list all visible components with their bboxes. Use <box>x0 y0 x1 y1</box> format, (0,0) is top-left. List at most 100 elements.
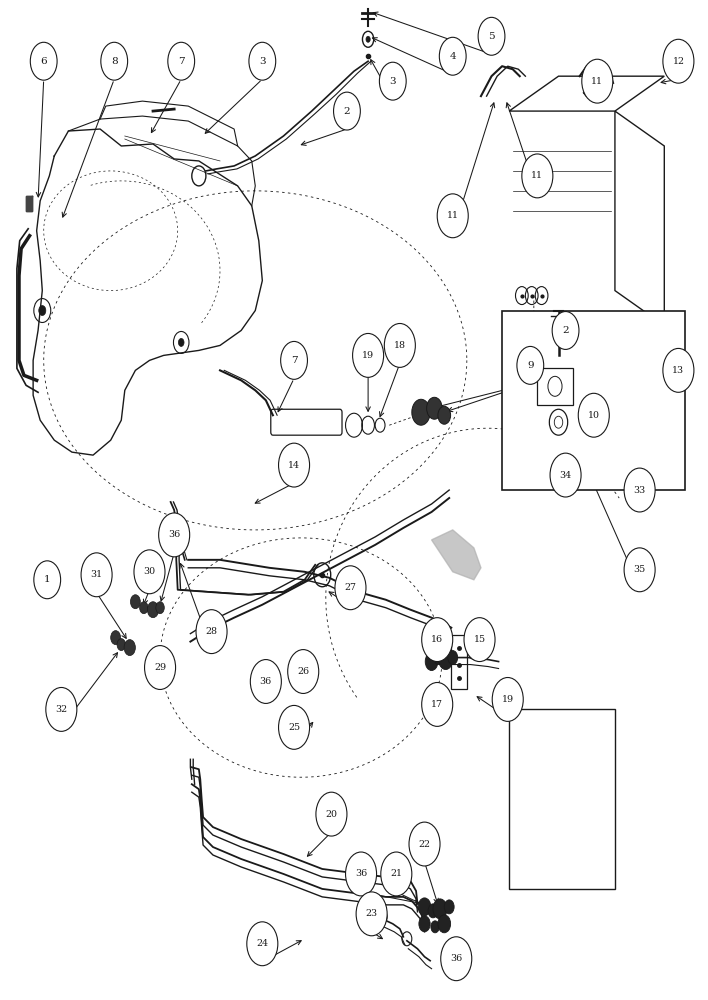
Text: 31: 31 <box>91 570 103 579</box>
Text: 36: 36 <box>168 530 181 539</box>
Circle shape <box>439 650 452 670</box>
Circle shape <box>427 397 442 419</box>
Circle shape <box>356 892 387 936</box>
Circle shape <box>168 42 195 80</box>
Circle shape <box>159 513 190 557</box>
Text: 22: 22 <box>418 840 430 849</box>
Polygon shape <box>432 530 481 580</box>
Circle shape <box>81 553 112 597</box>
Circle shape <box>440 37 466 75</box>
Circle shape <box>379 62 406 100</box>
Polygon shape <box>26 196 33 211</box>
Text: 7: 7 <box>178 57 185 66</box>
Text: 24: 24 <box>256 939 268 948</box>
Circle shape <box>431 921 440 933</box>
Text: 8: 8 <box>111 57 118 66</box>
Text: 2: 2 <box>343 107 350 116</box>
Text: 4: 4 <box>450 52 456 61</box>
Text: 11: 11 <box>447 211 459 220</box>
Circle shape <box>550 453 581 497</box>
Text: 27: 27 <box>345 583 356 592</box>
Text: 6: 6 <box>40 57 47 66</box>
Circle shape <box>34 561 61 599</box>
Text: 14: 14 <box>288 461 300 470</box>
Circle shape <box>251 660 281 703</box>
Circle shape <box>478 17 505 55</box>
Circle shape <box>39 306 46 316</box>
Text: 18: 18 <box>394 341 406 350</box>
Circle shape <box>552 312 579 349</box>
Circle shape <box>409 822 440 866</box>
Circle shape <box>444 900 454 914</box>
Circle shape <box>110 631 120 645</box>
Circle shape <box>346 852 377 896</box>
Circle shape <box>178 338 184 346</box>
Circle shape <box>139 602 148 614</box>
Text: 3: 3 <box>259 57 266 66</box>
Text: 26: 26 <box>297 667 309 676</box>
Circle shape <box>422 618 452 662</box>
Text: 13: 13 <box>673 366 685 375</box>
Circle shape <box>522 154 553 198</box>
Circle shape <box>147 602 159 618</box>
Text: 10: 10 <box>588 411 600 420</box>
Circle shape <box>134 550 165 594</box>
Text: 33: 33 <box>634 486 646 495</box>
Circle shape <box>624 548 655 592</box>
Text: 19: 19 <box>502 695 514 704</box>
Circle shape <box>130 595 140 609</box>
Text: 30: 30 <box>144 567 156 576</box>
Circle shape <box>426 653 438 671</box>
Circle shape <box>418 898 431 916</box>
Text: 3: 3 <box>389 77 396 86</box>
Circle shape <box>428 904 438 918</box>
Circle shape <box>124 640 135 656</box>
Circle shape <box>117 639 125 651</box>
Text: 21: 21 <box>390 869 402 878</box>
Circle shape <box>278 443 309 487</box>
FancyBboxPatch shape <box>502 311 685 490</box>
Circle shape <box>447 651 457 665</box>
Circle shape <box>438 194 468 238</box>
Circle shape <box>412 399 430 425</box>
Circle shape <box>663 39 694 83</box>
Circle shape <box>464 618 495 662</box>
Text: 20: 20 <box>326 810 338 819</box>
Circle shape <box>384 323 416 367</box>
Text: 15: 15 <box>474 635 486 644</box>
Circle shape <box>30 42 57 80</box>
Circle shape <box>249 42 275 80</box>
Circle shape <box>333 92 360 130</box>
Text: 9: 9 <box>527 361 534 370</box>
Text: 11: 11 <box>591 77 603 86</box>
Text: 11: 11 <box>532 171 543 180</box>
Circle shape <box>663 348 694 392</box>
Text: 29: 29 <box>154 663 166 672</box>
Circle shape <box>438 406 450 424</box>
Circle shape <box>335 566 366 610</box>
Circle shape <box>278 705 309 749</box>
Circle shape <box>381 852 412 896</box>
Circle shape <box>517 346 544 384</box>
Circle shape <box>280 341 307 379</box>
Circle shape <box>247 922 278 966</box>
Text: 5: 5 <box>489 32 495 41</box>
Circle shape <box>434 651 444 665</box>
Circle shape <box>441 937 472 981</box>
Text: 12: 12 <box>673 57 685 66</box>
Text: 2: 2 <box>562 326 569 335</box>
Circle shape <box>46 687 77 731</box>
Text: 34: 34 <box>559 471 571 480</box>
Circle shape <box>419 916 430 932</box>
Circle shape <box>366 36 370 42</box>
Circle shape <box>422 682 452 726</box>
Circle shape <box>156 602 164 614</box>
Circle shape <box>353 333 384 377</box>
Circle shape <box>101 42 127 80</box>
Circle shape <box>624 468 655 512</box>
Circle shape <box>582 59 613 103</box>
Text: 1: 1 <box>44 575 50 584</box>
Text: 23: 23 <box>365 909 377 918</box>
Circle shape <box>433 899 447 919</box>
Circle shape <box>438 915 450 933</box>
